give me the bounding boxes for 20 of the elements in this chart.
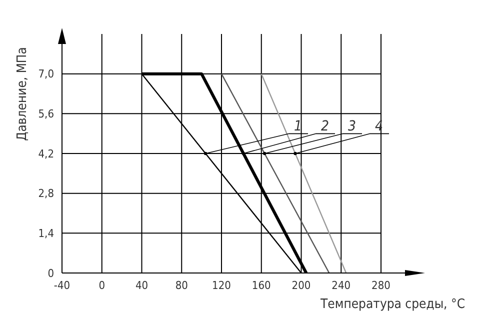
x-axis-title: Температура среды, °C: [320, 297, 465, 312]
x-tick-label: 120: [212, 278, 231, 292]
x-tick-label: -40: [54, 278, 70, 292]
y-tick-label: 4,2: [38, 147, 54, 160]
y-tick-label: 1,4: [38, 227, 54, 240]
x-tick-label: 240: [332, 278, 351, 292]
y-tick-label: 5,6: [38, 108, 54, 121]
y-tick-label: 7,0: [38, 68, 54, 81]
x-tick-label: 40: [135, 278, 148, 292]
text: 2: [321, 118, 330, 135]
text: 3: [348, 118, 356, 135]
x-tick-label: 200: [292, 278, 311, 292]
x-tick-label: 280: [372, 278, 390, 292]
y-tick-label: 0: [48, 266, 54, 280]
y-tick-label: 2,8: [38, 187, 54, 200]
x-tick-label: 80: [175, 278, 188, 292]
y-axis-title: Давление, МПа: [15, 47, 30, 141]
x-tick-label: 0: [98, 278, 106, 292]
x-tick-label: 160: [252, 278, 271, 292]
text: 1: [294, 118, 302, 135]
